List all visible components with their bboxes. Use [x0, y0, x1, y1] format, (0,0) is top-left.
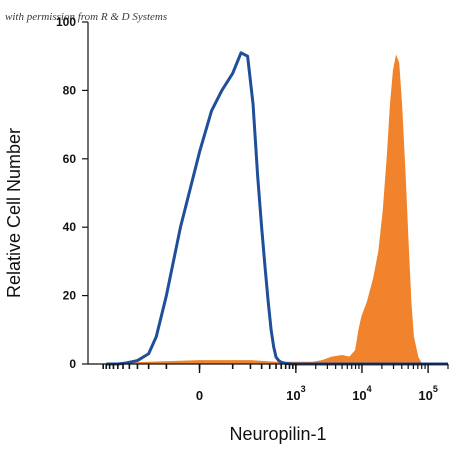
- y-tick-label: 20: [63, 289, 77, 303]
- x-tick-label: 103: [286, 384, 305, 403]
- x-axis-title: Neuropilin-1: [229, 424, 326, 444]
- y-tick-label: 60: [63, 152, 77, 166]
- y-tick-label: 100: [56, 15, 76, 29]
- series-layer: [106, 51, 448, 366]
- y-tick-label: 80: [63, 83, 77, 97]
- x-tick-label: 0: [196, 388, 203, 403]
- y-tick-label: 0: [69, 357, 76, 371]
- y-axis-ticks: 0 20 40 60 80 100: [56, 15, 88, 371]
- x-axis-ticks: 0 103 104 105: [102, 364, 449, 403]
- watermark-text: with permission from R & D Systems: [5, 11, 167, 23]
- filled-histogram-series-1: [106, 54, 448, 365]
- x-tick-label: 104: [352, 384, 371, 403]
- x-tick-label: 105: [418, 384, 437, 403]
- y-axis-title: Relative Cell Number: [4, 128, 24, 298]
- y-tick-label: 40: [63, 220, 77, 234]
